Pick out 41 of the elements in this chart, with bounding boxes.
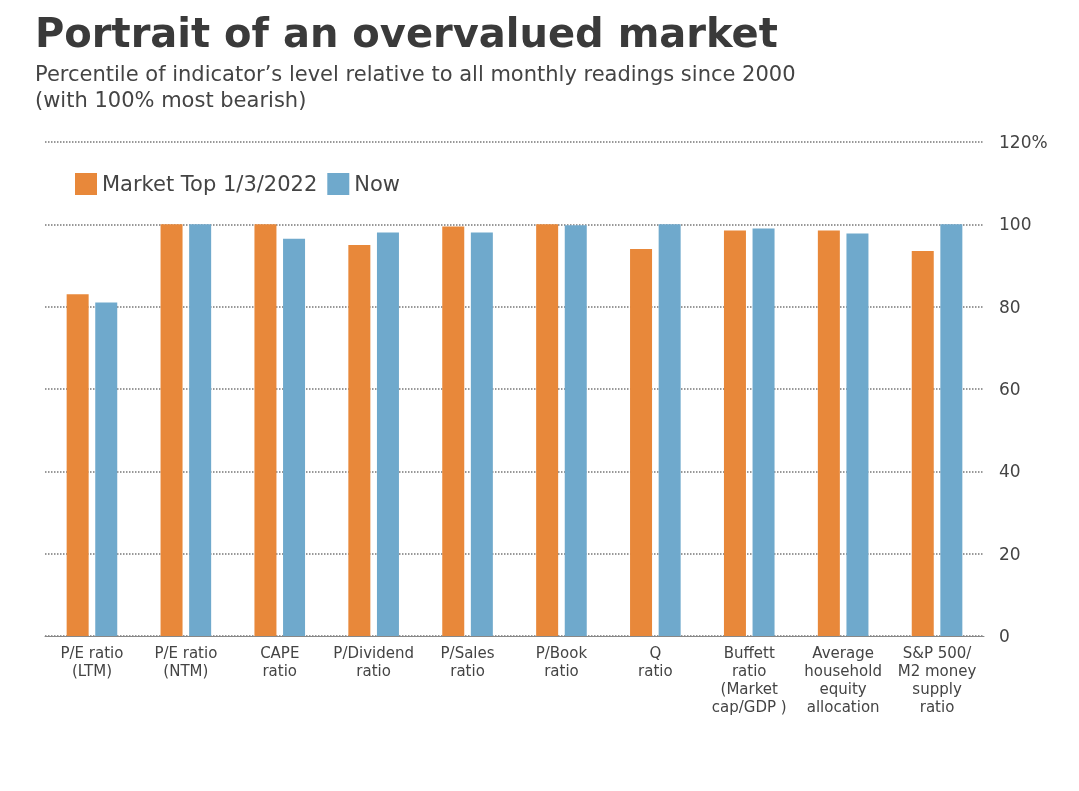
chart-subtitle: Percentile of indicator’s level relative to all monthly readings since 2000 (with 100% most bearish) [35,62,796,112]
bar [940,224,963,636]
bar [254,224,277,636]
bar [658,224,681,636]
bar [66,294,89,636]
bar [376,232,399,636]
x-tick-label: P/Sales ratio [440,644,495,680]
bar [160,224,183,636]
x-tick-label: P/E ratio (LTM) [60,644,124,680]
bar [442,226,465,636]
x-tick-label: P/E ratio (NTM) [154,644,218,680]
x-tick-label: Buffett ratio (Market cap/GDP ) [711,644,787,716]
y-tick-label: 100 [999,214,1032,235]
x-tick-label: S&P 500/ M2 money supply ratio [897,644,977,716]
y-tick-label: 80 [999,296,1021,317]
bar [564,225,587,636]
bar [348,244,371,636]
x-tick-label: Average household equity allocation [804,644,882,716]
y-tick-label: 20 [999,543,1021,564]
bar [470,232,493,636]
bar [752,228,775,636]
x-tick-label: Q ratio [638,644,673,680]
bar [630,249,653,636]
bar [817,230,840,636]
y-tick-label: 40 [999,461,1021,482]
x-tick-label: P/Dividend ratio [333,644,414,680]
bar [283,238,306,636]
bar [846,233,869,636]
x-tick-label: P/Book ratio [535,644,588,680]
y-tick-label: 0 [999,626,1010,646]
bar [723,230,746,636]
legend-label: Market Top 1/3/2022 [102,172,318,196]
bar [189,224,212,636]
chart-title: Portrait of an overvalued market [35,10,778,56]
legend-label: Now [354,172,401,196]
y-tick-label: 120% [999,132,1048,152]
y-tick-label: 60 [999,379,1021,399]
bar [95,302,118,636]
bar [911,251,934,636]
x-tick-label: CAPE ratio [260,644,300,680]
bar [536,224,559,636]
